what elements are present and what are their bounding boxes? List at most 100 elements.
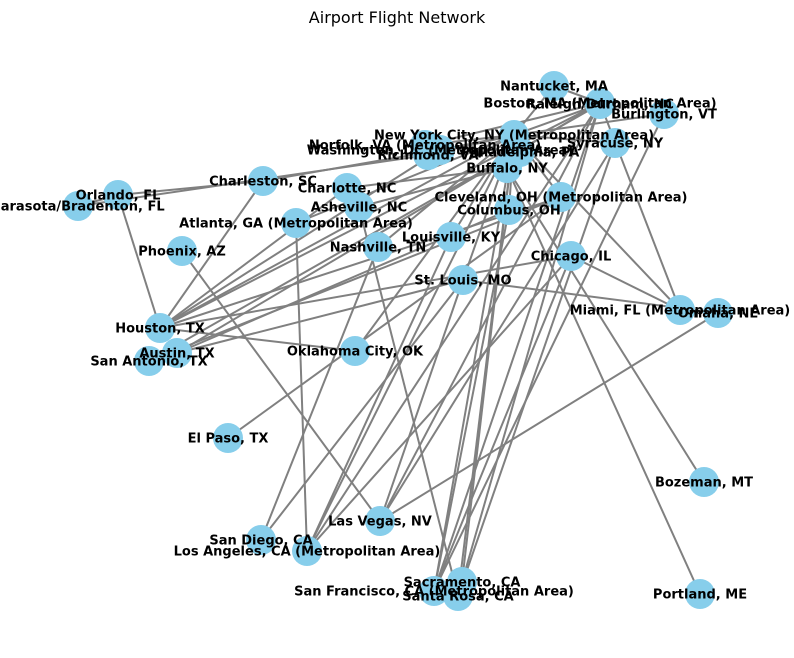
node-label-san: San Diego, CA xyxy=(209,534,312,549)
node-buf xyxy=(492,153,522,183)
edge-atl-nyc xyxy=(295,134,515,224)
node-label-lax: Los Angeles, CA (Metropolitan Area) xyxy=(174,545,441,560)
node-label-chi: Chicago, IL xyxy=(531,250,612,265)
edge-chi-lax xyxy=(306,255,572,552)
edge-bzn-buf xyxy=(506,167,705,483)
edge-stl-aus xyxy=(176,279,464,354)
node-nan xyxy=(539,71,569,101)
node-sdf xyxy=(436,222,466,252)
node-label-rdu: Raleigh/Durham, NC xyxy=(526,98,674,113)
node-label-nan: Nantucket, MA xyxy=(500,80,608,95)
node-label-atl: Atlanta, GA (Metropolitan Area) xyxy=(179,217,413,232)
node-phx xyxy=(167,236,197,266)
node-label-bna: Nashville, TN xyxy=(330,241,427,256)
edge-atl-lax xyxy=(295,222,308,552)
node-label-orf: Norfolk, VA (Metropolitan Area) xyxy=(309,139,541,154)
edge-mia-nyc xyxy=(513,134,681,311)
node-elp xyxy=(213,423,243,453)
edge-sfo-bos xyxy=(433,102,601,592)
edge-las-bos xyxy=(379,102,601,522)
edge-pwm-buf xyxy=(506,167,701,595)
node-label-syr: Syracuse, NY xyxy=(567,137,664,152)
node-label-elp: El Paso, TX xyxy=(188,432,269,447)
edge-sts-syr xyxy=(457,142,616,597)
edge-elp-cle xyxy=(227,196,562,439)
edge-chs-hou xyxy=(159,180,264,329)
node-sfo xyxy=(419,576,449,606)
node-label-btv: Burlington, VT xyxy=(611,108,717,123)
node-label-sts: Santa Rosa, CA xyxy=(402,590,513,605)
node-btv xyxy=(649,99,679,129)
edge-hou-chi xyxy=(159,255,572,329)
node-lax xyxy=(292,536,322,566)
edge-lax-nyc xyxy=(306,134,515,552)
node-label-hou: Houston, TX xyxy=(115,322,205,337)
node-label-nyc: New York City, NY (Metropolitan Area) xyxy=(374,129,654,144)
node-cmh xyxy=(494,195,524,225)
node-aus xyxy=(162,338,192,368)
node-cle xyxy=(546,182,576,212)
node-sts xyxy=(443,581,473,611)
node-label-was: Washington, DC (Metropolitan Area) xyxy=(307,144,574,159)
node-label-smf: Sacramento, CA xyxy=(404,576,521,591)
node-label-okc: Oklahoma City, OK xyxy=(287,345,424,360)
node-label-bzn: Bozeman, MT xyxy=(655,476,753,491)
node-avl xyxy=(344,192,374,222)
node-rdu xyxy=(585,89,615,119)
node-hou xyxy=(145,313,175,343)
node-okc xyxy=(340,336,370,366)
edge-bna-san xyxy=(260,246,379,541)
node-mco xyxy=(103,180,133,210)
edge-chi-mia xyxy=(570,255,681,311)
node-label-sdf: Louisville, KY xyxy=(402,231,501,246)
node-bna xyxy=(363,232,393,262)
node-label-las: Las Vegas, NV xyxy=(328,515,432,530)
node-san xyxy=(246,525,276,555)
node-pwm xyxy=(685,579,715,609)
nodes-layer xyxy=(63,71,733,611)
edge-syr-nyc xyxy=(513,134,616,144)
node-label-phl: Philadelphia, PA xyxy=(461,146,580,161)
edge-hou-was xyxy=(159,149,441,329)
node-label-bos: Boston, MA (Metropolitan Area) xyxy=(483,97,716,112)
edge-smf-bos xyxy=(461,102,601,583)
node-label-phx: Phoenix, AZ xyxy=(138,245,226,260)
node-ric xyxy=(413,140,443,170)
edge-las-oma xyxy=(379,312,719,522)
node-label-mia: Miami, FL (Metropolitan Area) xyxy=(570,304,791,319)
node-bzn xyxy=(689,467,719,497)
node-atl xyxy=(281,208,311,238)
edge-chi-sfo xyxy=(433,255,572,592)
edge-hou-nyc xyxy=(159,134,515,329)
edge-hou-okc xyxy=(159,327,356,352)
node-label-pwm: Portland, ME xyxy=(653,588,747,603)
node-label-sat: San Antonio, TX xyxy=(90,355,207,370)
edge-lax-bos xyxy=(306,102,601,552)
labels-layer: Nantucket, MA Boston, MA (Metropolitan Ar… xyxy=(0,80,790,605)
node-srq xyxy=(63,191,93,221)
node-stl xyxy=(448,265,478,295)
node-label-ric: Richmond, VA xyxy=(377,149,478,164)
diagram-title: Airport Flight Network xyxy=(309,8,486,27)
edge-hou-cle xyxy=(159,196,562,329)
node-oma xyxy=(703,298,733,328)
node-label-stl: St. Louis, MO xyxy=(414,274,511,289)
node-label-oma: Omaha, NE xyxy=(678,307,759,322)
node-label-aus: Austin, TX xyxy=(139,347,214,362)
edge-btv-nyc xyxy=(513,113,665,136)
node-label-chs: Charleston, SC xyxy=(209,175,317,190)
edge-stl-las xyxy=(379,279,464,522)
node-label-clt: Charlotte, NC xyxy=(298,182,397,197)
edge-clt-hou xyxy=(159,187,348,329)
node-chs xyxy=(248,166,278,196)
edge-sfo-btv xyxy=(433,113,665,592)
node-label-cle: Cleveland, OH (Metropolitan Area) xyxy=(435,191,688,206)
edge-phx-las xyxy=(181,250,381,522)
node-chi xyxy=(556,241,586,271)
node-label-avl: Asheville, NC xyxy=(311,201,407,216)
node-label-buf: Buffalo, NY xyxy=(466,162,548,177)
edge-okc-nyc xyxy=(354,134,515,352)
node-syr xyxy=(600,128,630,158)
edge-mco-hou xyxy=(117,194,161,329)
